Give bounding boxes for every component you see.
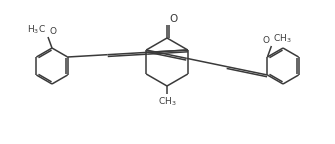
Text: O: O <box>263 36 270 45</box>
Text: O: O <box>50 27 57 36</box>
Text: CH$_3$: CH$_3$ <box>158 95 176 108</box>
Text: O: O <box>170 14 178 24</box>
Text: CH$_3$: CH$_3$ <box>273 33 292 45</box>
Text: H$_3$C: H$_3$C <box>27 23 46 36</box>
